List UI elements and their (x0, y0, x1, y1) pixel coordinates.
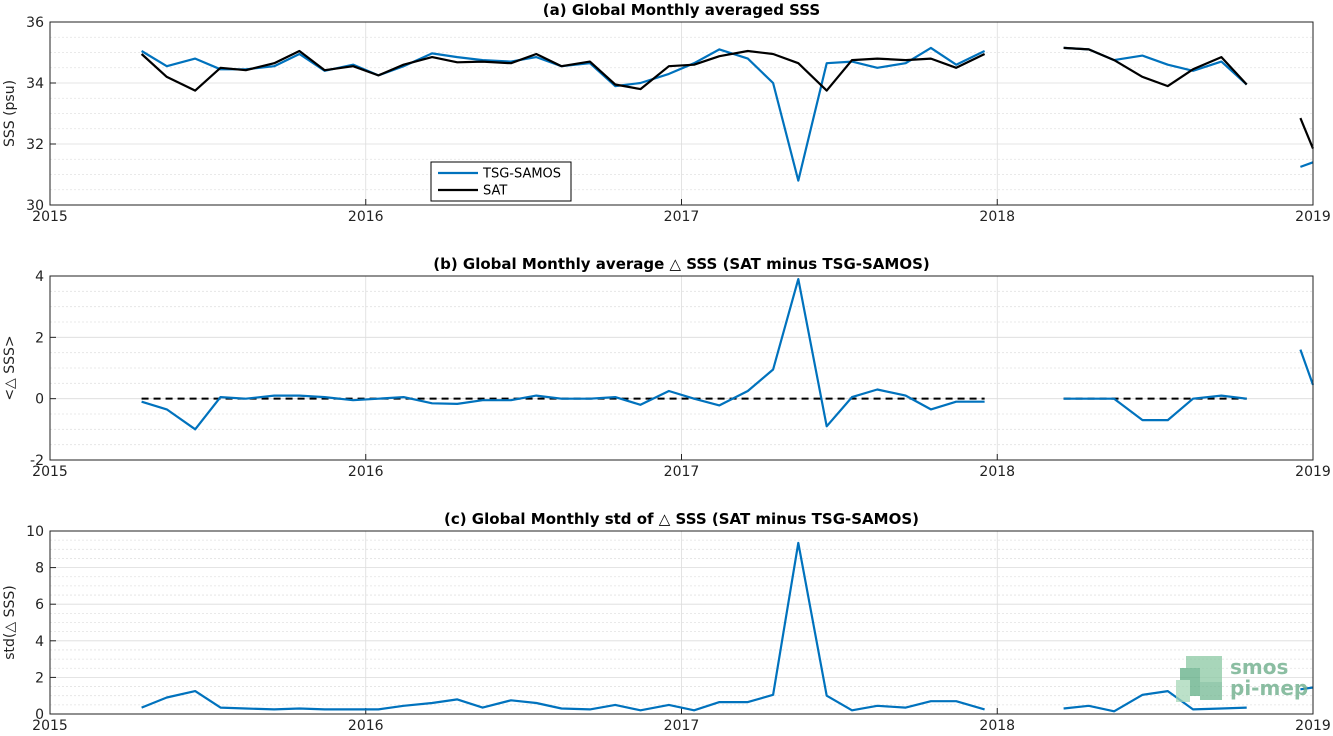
x-tick-label: 2017 (664, 464, 700, 480)
legend-label-tsg: TSG-SAMOS (482, 167, 561, 182)
y-tick-label: 4 (35, 634, 44, 650)
x-tick-label: 2019 (1295, 464, 1331, 480)
y-tick-label: 36 (26, 15, 44, 31)
y-axis-label: SSS (psu) (2, 80, 18, 147)
panel-b: -2 0 2 4 2015 2016 2017 2018 2019 (b) Global Mont… (2, 255, 1331, 480)
y-tick-label: 34 (26, 76, 44, 92)
y-tick-label: 0 (35, 707, 44, 723)
series-line-delta-sss (141, 278, 1315, 431)
chart-title: (b) Global Monthly average △ SSS (SAT mi… (433, 255, 929, 273)
y-tick-label: 0 (35, 392, 44, 408)
x-tick-label: 2015 (32, 209, 68, 225)
x-tick-label: 2017 (664, 209, 700, 225)
chart-title: (a) Global Monthly averaged SSS (543, 1, 820, 19)
x-tick-label: 2016 (348, 209, 384, 225)
x-tick-label: 2016 (348, 718, 384, 734)
x-tick-label: 2017 (664, 718, 700, 734)
y-tick-label: 30 (26, 198, 44, 214)
legend: TSG-SAMOS SAT (430, 161, 572, 202)
x-tick-label: 2015 (32, 464, 68, 480)
x-tick-label: 2019 (1295, 718, 1331, 734)
watermark-line1: smos (1230, 655, 1288, 679)
x-tick-label: 2018 (979, 718, 1015, 734)
y-tick-label: 2 (35, 670, 44, 686)
y-tick-label: 2 (35, 330, 44, 346)
y-tick-label: 6 (35, 597, 44, 613)
x-tick-label: 2018 (979, 209, 1015, 225)
panel-c: 0 2 4 6 8 10 2015 2016 2017 2018 2019 (c) Global Mo… (2, 510, 1331, 734)
panel-a: 30 32 34 36 2015 2016 2017 2018 2019 (a) Global M… (2, 1, 1331, 225)
y-tick-label: 8 (35, 561, 44, 577)
y-tick-label: 10 (26, 524, 44, 540)
axes-frame (49, 275, 1314, 461)
y-axis-label: <△ SSS> (2, 335, 18, 400)
logo-icon (1176, 656, 1222, 702)
legend-box (430, 161, 572, 202)
y-tick-label: 32 (26, 137, 44, 153)
x-tick-label: 2019 (1295, 209, 1331, 225)
x-tick-label: 2016 (348, 464, 384, 480)
axes-frame (49, 21, 1314, 206)
y-tick-label: 4 (35, 269, 44, 285)
series-line-delta-sss (141, 541, 1314, 713)
chart-title: (c) Global Monthly std of △ SSS (SAT min… (444, 510, 919, 528)
x-tick-label: 2015 (32, 718, 68, 734)
axes-frame (49, 530, 1314, 715)
y-axis-label: std(△ SSS) (2, 585, 18, 659)
series-line-sat (140, 46, 1315, 150)
watermark-logo: smos pi-mep (1176, 655, 1308, 702)
legend-label-sat: SAT (483, 184, 507, 199)
watermark-line2: pi-mep (1230, 676, 1308, 700)
y-tick-label: -2 (30, 453, 44, 469)
x-tick-label: 2018 (979, 464, 1015, 480)
